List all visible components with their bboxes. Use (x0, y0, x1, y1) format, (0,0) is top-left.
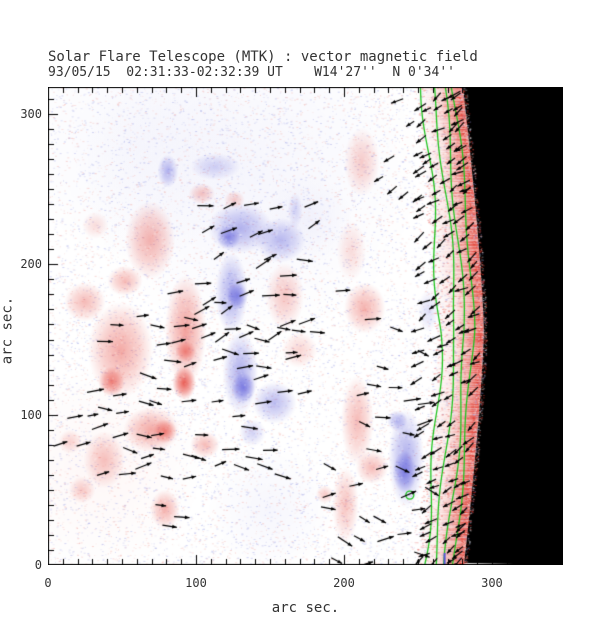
figure-title: Solar Flare Telescope (MTK) : vector mag… (48, 49, 478, 65)
x-tick-label: 300 (481, 576, 503, 590)
y-axis-label: arc sec. (0, 296, 16, 365)
x-tick-label: 100 (185, 576, 207, 590)
x-tick-label: 200 (333, 576, 355, 590)
y-tick-label: 100 (20, 407, 42, 422)
y-tick-label: 0 (34, 558, 42, 572)
figure-subtitle: 93/05/15 02:31:33-02:32:39 UT W14'27'' N… (48, 65, 455, 80)
x-tick-label: 0 (44, 576, 52, 590)
y-tick-label: 200 (20, 257, 42, 272)
y-tick-label: 300 (20, 107, 42, 122)
x-axis-label: arc sec. (271, 600, 340, 616)
magnetogram-canvas (48, 87, 563, 565)
